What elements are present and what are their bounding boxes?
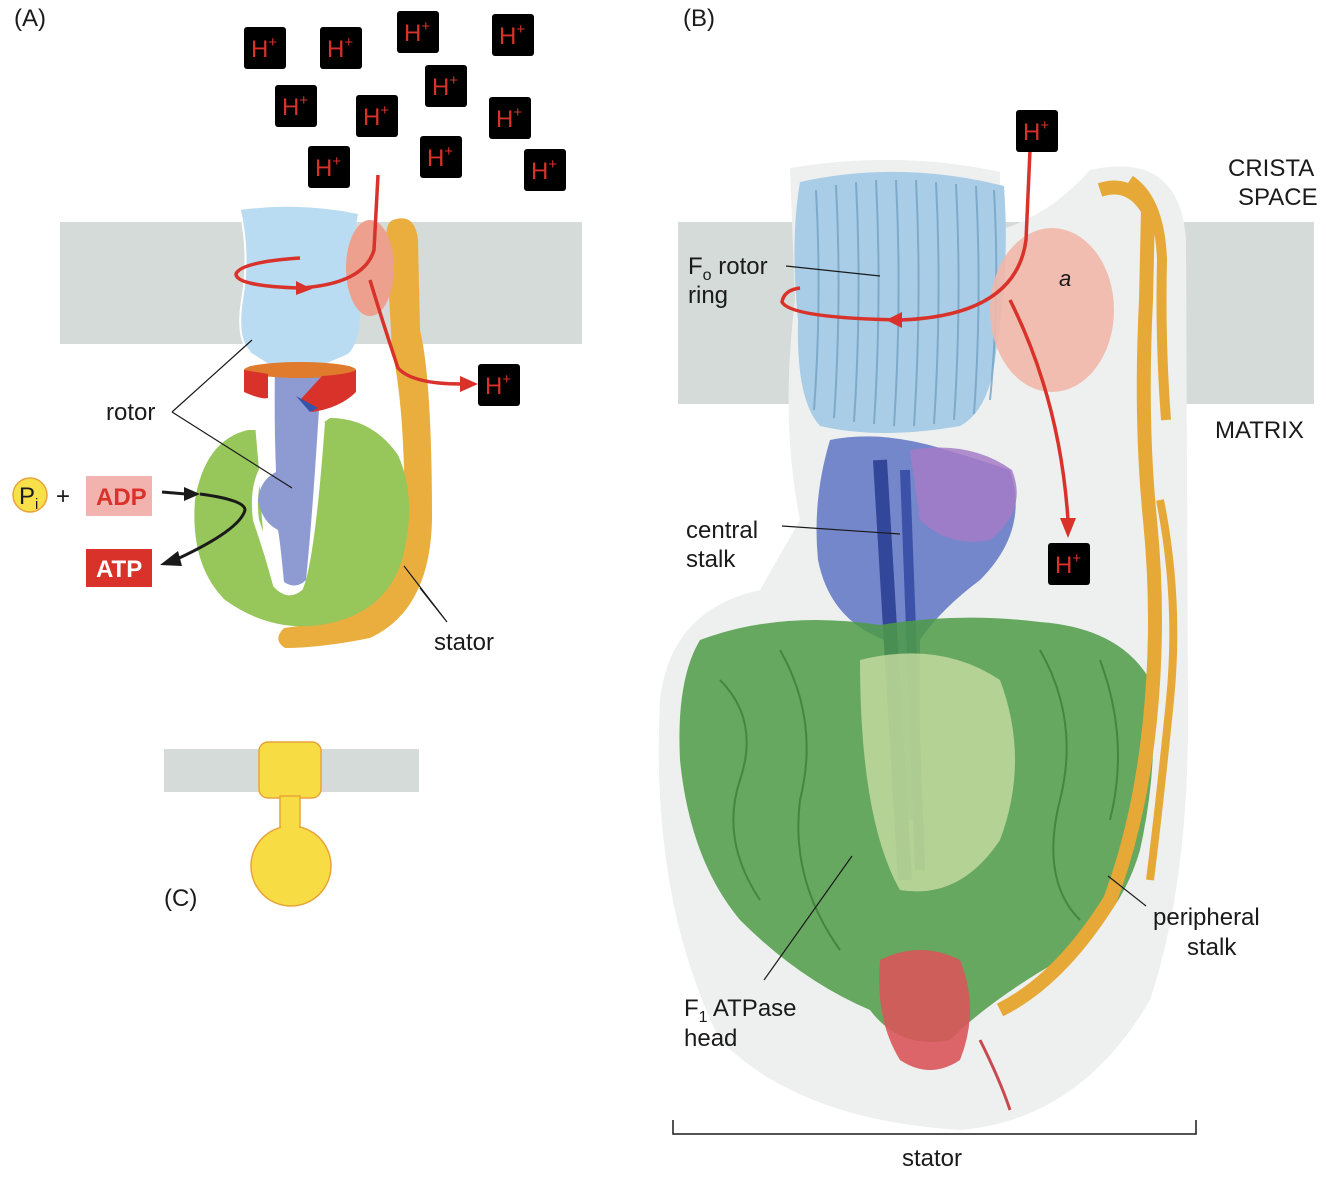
a-subunit-a <box>346 220 394 316</box>
h-ion-a-9: H+ <box>308 146 350 188</box>
panel-a-label: (A) <box>14 5 46 32</box>
f1-label-2: head <box>684 1025 737 1052</box>
adp-arrow-line <box>162 492 186 494</box>
rotor-label: rotor <box>106 399 155 426</box>
h-ion-b-out: H+ <box>1048 543 1090 585</box>
proton-arrowhead-exit <box>460 376 478 392</box>
panel-c-joint <box>281 820 299 830</box>
h-ion-a-10: H+ <box>420 136 462 178</box>
h-ion-a-5: H+ <box>425 65 467 107</box>
central-label-1: central <box>686 517 758 544</box>
h-ion-a-11: H+ <box>524 149 566 191</box>
stator-label-a: stator <box>434 629 494 656</box>
h-ion-a-1: H+ <box>244 27 286 69</box>
fo-rotor-ring <box>794 172 1005 433</box>
plus-sign: + <box>56 483 70 510</box>
fo-label-2: ring <box>688 282 728 309</box>
crista-label-1: CRISTA <box>1228 155 1314 182</box>
h-ion-a-7: H+ <box>356 95 398 137</box>
adp-label: ADP <box>96 484 147 511</box>
h-ion-a-6: H+ <box>275 85 317 127</box>
h-ion-a-3: H+ <box>397 11 439 53</box>
rotation-ring-left <box>244 370 268 398</box>
peripheral-label-1: peripheral <box>1153 904 1260 931</box>
stator-label-b: stator <box>902 1145 962 1172</box>
h-ion-a-2: H+ <box>320 27 362 69</box>
h-ion-a-4: H+ <box>492 14 534 56</box>
central-label-2: stalk <box>686 546 736 573</box>
a-subunit-label: a <box>1059 266 1071 291</box>
h-ion-b-in: H+ <box>1016 110 1058 152</box>
panel-b-label: (B) <box>683 5 715 32</box>
panel-c-head <box>251 826 331 906</box>
f1-label-1: F1 ATPase <box>684 995 797 1026</box>
crista-label-2: SPACE <box>1238 184 1318 211</box>
matrix-label: MATRIX <box>1215 417 1304 444</box>
panel-c-label: (C) <box>164 885 197 912</box>
peripheral-label-2: stalk <box>1187 934 1237 961</box>
atp-arrowhead <box>160 551 182 566</box>
h-ion-a-8: H+ <box>489 97 531 139</box>
panel-c-fo <box>259 742 321 798</box>
h-ion-a-exit: H+ <box>478 364 520 406</box>
fo-label-1: Fo rotor <box>688 253 768 284</box>
a-subunit-b <box>990 228 1114 392</box>
atp-label: ATP <box>96 556 142 583</box>
